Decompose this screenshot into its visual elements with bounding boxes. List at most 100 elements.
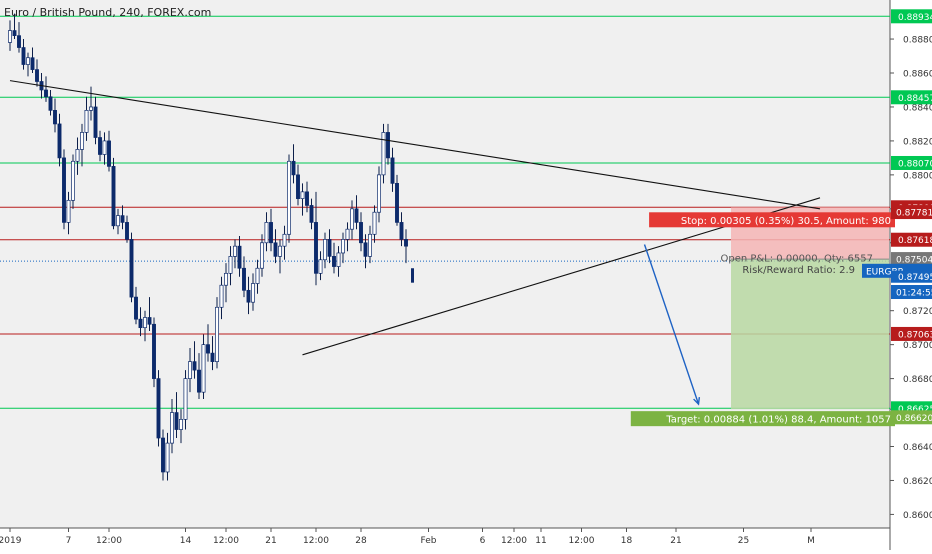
- candle-body: [332, 256, 336, 267]
- candle: [300, 183, 305, 216]
- candle: [44, 76, 48, 102]
- candle-body: [179, 418, 183, 430]
- projection-arrow: [643, 244, 700, 405]
- candle: [179, 409, 183, 444]
- level-price-tag-bg: [891, 9, 932, 24]
- candle: [161, 429, 165, 481]
- candle-body: [377, 174, 381, 213]
- candle: [264, 212, 269, 252]
- x-tick-label: 12:00: [303, 536, 329, 546]
- candle-body: [210, 352, 215, 362]
- candle: [84, 96, 89, 141]
- x-tick-label: 2019: [0, 536, 22, 546]
- candle: [305, 181, 309, 213]
- price-tag-text: 0.87781: [896, 209, 932, 219]
- candle: [345, 222, 350, 252]
- candle-body: [80, 132, 84, 150]
- x-tick-label: 12:00: [96, 536, 122, 546]
- candle: [332, 242, 336, 274]
- candle-body: [273, 242, 278, 257]
- candle-body: [89, 106, 93, 111]
- candle-body: [102, 140, 107, 155]
- x-tick-label: Feb: [421, 536, 437, 546]
- level-price-tag-bg: [891, 326, 932, 341]
- candle-body: [350, 208, 354, 230]
- candle: [224, 263, 228, 303]
- candle: [260, 234, 264, 277]
- candle-body: [341, 239, 345, 254]
- candle: [327, 229, 332, 264]
- candle-body: [120, 215, 125, 223]
- candle-body: [93, 106, 98, 138]
- candle-body: [386, 132, 390, 159]
- candle: [147, 297, 152, 332]
- candle: [359, 212, 363, 252]
- target-label-bg: [630, 411, 895, 427]
- level-price-tag-text: 0.88457: [898, 94, 932, 104]
- stop-label: Stop: 0.00305 (0.35%) 30.5, Amount: 980: [649, 212, 895, 228]
- candle: [251, 273, 255, 311]
- candle: [17, 22, 21, 53]
- x-tick-label: 12:00: [501, 536, 527, 546]
- candle: [255, 259, 260, 294]
- price-tag: 0.86620: [891, 410, 932, 425]
- candle-body: [138, 318, 143, 329]
- candle: [368, 225, 372, 264]
- candle: [395, 174, 399, 226]
- level-price-tag-text: 0.87063: [898, 330, 932, 340]
- candle-body: [224, 272, 228, 286]
- candle-body: [305, 191, 309, 206]
- candle-body: [26, 57, 30, 65]
- candle-body: [287, 160, 291, 235]
- candle-body: [165, 442, 170, 473]
- candle-body: [323, 239, 327, 261]
- candle: [390, 147, 395, 192]
- candle: [269, 208, 273, 252]
- candle: [278, 239, 282, 274]
- candle-body: [314, 222, 318, 274]
- candle: [165, 432, 170, 481]
- candle: [93, 96, 98, 145]
- price-tag: 0.87781: [891, 205, 932, 220]
- candle-body: [107, 140, 111, 167]
- x-tick-label: 7: [66, 536, 72, 546]
- candle-body: [291, 160, 296, 176]
- level-price-tag-text: 0.86625: [898, 405, 932, 415]
- candle-body: [345, 228, 350, 240]
- level-price-tag-bg: [891, 232, 932, 247]
- candle-body: [372, 211, 377, 235]
- candle: [242, 256, 246, 298]
- candle: [66, 191, 71, 235]
- candle: [192, 341, 197, 379]
- stop-label-text: Stop: 0.00305 (0.35%) 30.5, Amount: 980: [681, 216, 891, 227]
- candle: [107, 130, 111, 172]
- candle-body: [188, 361, 192, 379]
- candle-body: [260, 242, 264, 269]
- candle-body: [242, 267, 246, 291]
- candle-body: [8, 30, 12, 43]
- x-tick-label: 6: [480, 536, 486, 546]
- level-price-tag-text: 0.88070: [898, 159, 932, 169]
- candle: [120, 205, 125, 230]
- candle-body: [215, 306, 219, 362]
- level-price-tag: 0.88070: [891, 155, 932, 170]
- level-price-tag-bg: [891, 90, 932, 105]
- candle-body: [237, 245, 242, 269]
- candle: [372, 205, 377, 243]
- candle-body: [278, 245, 282, 257]
- candle-body: [156, 378, 161, 439]
- candle-body: [183, 378, 188, 420]
- candle-body: [35, 69, 39, 82]
- candle-body: [197, 369, 201, 393]
- candle: [75, 137, 80, 175]
- candle: [80, 123, 84, 167]
- candle: [98, 130, 102, 162]
- candle: [152, 317, 156, 388]
- candle-body: [399, 222, 404, 240]
- level-price-tag: 0.87618: [891, 232, 932, 247]
- x-tick-label: 12:00: [569, 536, 595, 546]
- x-tick-label: 21: [265, 536, 276, 546]
